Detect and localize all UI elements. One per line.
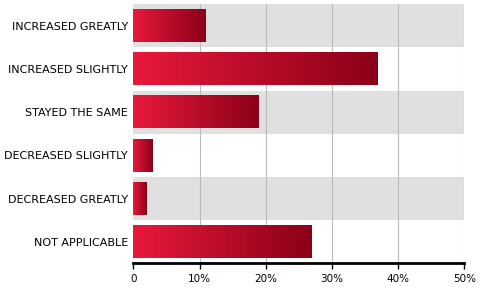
Bar — [133, 4, 464, 47]
Bar — [133, 91, 464, 134]
Bar — [133, 134, 464, 177]
Bar — [133, 220, 464, 264]
Bar — [133, 47, 464, 91]
Bar — [133, 177, 464, 220]
